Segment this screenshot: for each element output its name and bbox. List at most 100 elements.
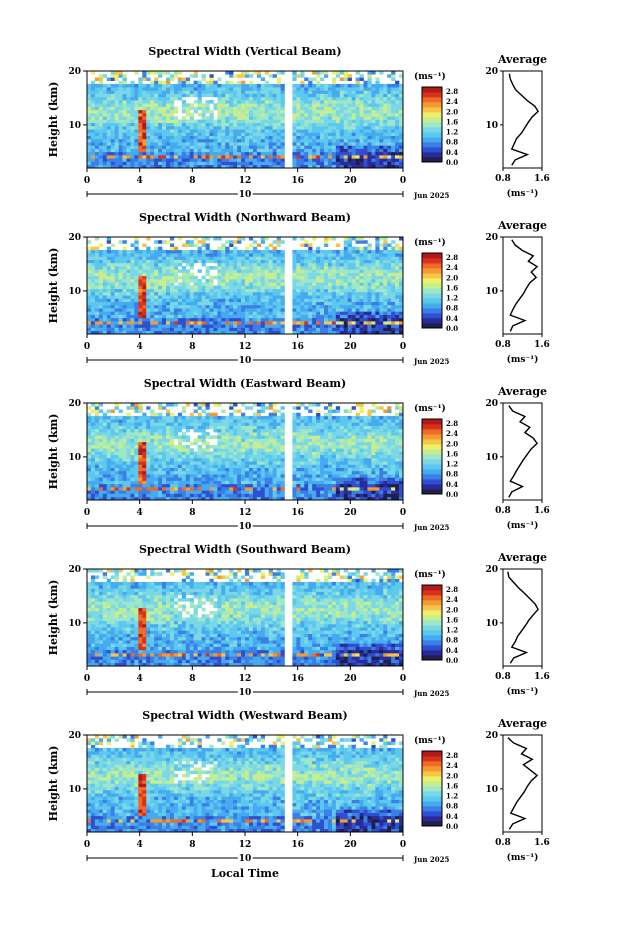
- heatmap-cell: [316, 304, 321, 309]
- heatmap-cell: [304, 135, 309, 140]
- heatmap-cell: [343, 259, 348, 264]
- heatmap-cell: [94, 275, 100, 280]
- heatmap-cell: [102, 457, 108, 462]
- heatmap-cell: [300, 109, 305, 114]
- heatmap-cell: [300, 71, 305, 75]
- heatmap-cell: [162, 249, 167, 254]
- heatmap-cell: [134, 142, 139, 146]
- heatmap-cell: [300, 145, 305, 149]
- heatmap-cell: [118, 327, 123, 332]
- heatmap-cell: [181, 285, 187, 290]
- heatmap-cell: [134, 161, 139, 166]
- heatmap-cell: [304, 324, 309, 328]
- heatmap-cell: [300, 321, 305, 325]
- heatmap-cell: [209, 158, 214, 162]
- heatmap-cell: [98, 90, 104, 94]
- heatmap-cell: [312, 116, 317, 120]
- heatmap-cell: [355, 71, 360, 75]
- heatmap-cell: [142, 438, 147, 443]
- heatmap-cell: [256, 317, 262, 322]
- heatmap-cell: [138, 116, 143, 120]
- heatmap-cell: [122, 422, 127, 426]
- heatmap-cell: [324, 262, 329, 267]
- heatmap-cell: [327, 314, 333, 319]
- heatmap-cell: [371, 269, 376, 273]
- heatmap-cell: [162, 103, 167, 107]
- heatmap-cell: [90, 164, 96, 169]
- heatmap-cell: [245, 155, 250, 159]
- heatmap-cell: [308, 80, 313, 85]
- heatmap-cell: [166, 282, 171, 286]
- heatmap-cell: [87, 304, 92, 309]
- heatmap-cell: [146, 435, 151, 439]
- heatmap-cell: [98, 262, 104, 267]
- heatmap-cell: [229, 129, 234, 133]
- heatmap-cell: [351, 96, 356, 101]
- heatmap-cell: [114, 496, 119, 501]
- heatmap-cell: [185, 327, 190, 332]
- heatmap-cell: [213, 324, 218, 328]
- heatmap-cell: [138, 282, 143, 286]
- heatmap-cell: [146, 256, 151, 260]
- heatmap-cell: [324, 151, 329, 156]
- heatmap-cell: [399, 317, 404, 322]
- heatmap-cell: [185, 145, 190, 149]
- heatmap-cell: [166, 288, 171, 293]
- heatmap-cell: [387, 308, 392, 312]
- heatmap-cell: [138, 285, 143, 290]
- heatmap-cell: [233, 311, 238, 315]
- heatmap-cell: [367, 122, 372, 127]
- heatmap-cell: [94, 493, 100, 498]
- heatmap-cell: [197, 161, 202, 166]
- heatmap-cell: [126, 321, 131, 325]
- heatmap-cell: [399, 237, 404, 241]
- heatmap-cell: [102, 419, 108, 423]
- heatmap-cell: [122, 445, 127, 449]
- heatmap-cell: [87, 464, 92, 468]
- heatmap-cell: [371, 164, 376, 169]
- heatmap-cell: [304, 148, 309, 153]
- heatmap-cell: [245, 158, 250, 162]
- heatmap-cell: [130, 483, 135, 488]
- heatmap-cell: [118, 291, 123, 296]
- heatmap-cell: [122, 451, 127, 456]
- heatmap-cell: [268, 324, 273, 328]
- heatmap-cell: [331, 308, 337, 312]
- heatmap-cell: [150, 269, 155, 273]
- heatmap-cell: [177, 298, 183, 302]
- heatmap-cell: [347, 125, 352, 130]
- heatmap-cell: [335, 96, 341, 101]
- heatmap-cell: [252, 158, 258, 162]
- heatmap-cell: [138, 145, 143, 149]
- heatmap-cell: [118, 435, 123, 439]
- heatmap-cell: [347, 314, 352, 319]
- heatmap-cell: [126, 164, 131, 169]
- heatmap-cell: [106, 113, 111, 117]
- heatmap-cell: [371, 253, 376, 257]
- heatmap-cell: [166, 71, 171, 75]
- heatmap-cell: [87, 301, 92, 306]
- heatmap-cell: [87, 406, 92, 410]
- heatmap-cell: [308, 253, 313, 257]
- heatmap-cell: [292, 275, 297, 280]
- heatmap-cell: [106, 301, 111, 306]
- heatmap-cell: [138, 461, 143, 465]
- heatmap-cell: [260, 77, 266, 81]
- heatmap-cell: [173, 96, 179, 101]
- heatmap-cell: [177, 142, 183, 146]
- heatmap-cell: [146, 83, 151, 88]
- heatmap-cell: [90, 432, 96, 436]
- heatmap-cell: [268, 275, 273, 280]
- heatmap-cell: [268, 327, 273, 332]
- heatmap-cell: [300, 317, 305, 322]
- heatmap-cell: [185, 279, 190, 283]
- heatmap-cell: [114, 304, 119, 309]
- heatmap-cell: [280, 116, 285, 120]
- heatmap-cell: [185, 249, 190, 254]
- heatmap-cell: [150, 480, 155, 485]
- heatmap-cell: [363, 135, 368, 140]
- heatmap-cell: [241, 87, 246, 91]
- heatmap-cell: [114, 470, 119, 475]
- heatmap-cell: [233, 129, 238, 133]
- heatmap-cell: [237, 304, 242, 309]
